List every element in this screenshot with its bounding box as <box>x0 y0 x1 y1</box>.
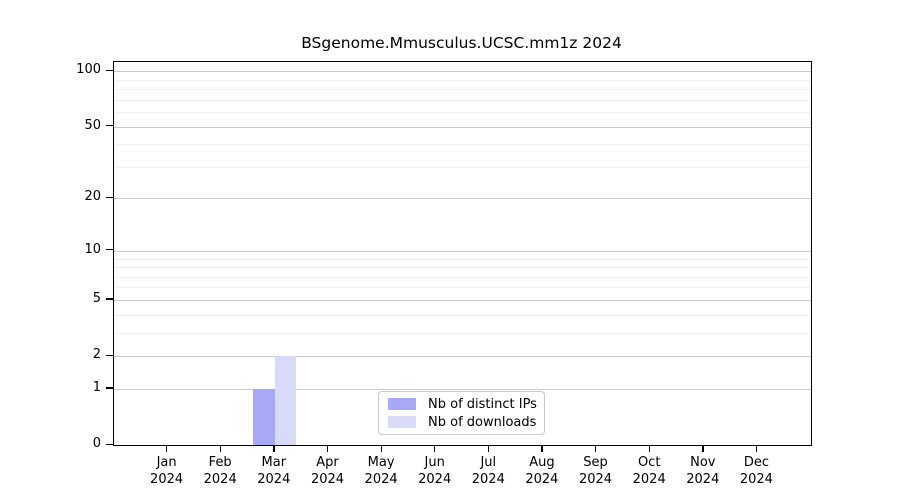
x-axis-tick <box>327 445 329 453</box>
x-axis-tick <box>702 445 704 453</box>
x-axis-tick <box>648 445 650 453</box>
legend-item-downloads: Nb of downloads <box>388 414 537 430</box>
x-axis-tick-label: Jan 2024 <box>150 455 184 487</box>
major-gridline <box>114 356 811 357</box>
x-axis-tick <box>166 445 168 453</box>
x-axis-tick-label: Feb 2024 <box>203 455 237 487</box>
x-axis-tick-label: Oct 2024 <box>632 455 666 487</box>
minor-gridline <box>114 99 811 101</box>
x-axis-tick <box>434 445 436 453</box>
plot-area <box>113 61 812 446</box>
x-axis-tick-label: Dec 2024 <box>739 455 773 487</box>
minor-gridline <box>114 314 811 316</box>
y-axis-tick-label: 100 <box>76 62 101 78</box>
minor-gridline <box>114 79 811 81</box>
legend-label: Nb of downloads <box>428 414 537 430</box>
minor-gridline <box>114 144 811 146</box>
x-axis-tick <box>487 445 490 453</box>
y-axis-tick-label: 10 <box>84 241 101 257</box>
y-axis-tick <box>106 354 113 356</box>
y-axis-tick-label: 5 <box>92 290 101 306</box>
major-gridline <box>114 388 811 390</box>
x-axis-tick-label: Apr 2024 <box>310 455 345 487</box>
minor-gridline <box>114 166 811 168</box>
y-axis-tick <box>106 249 113 251</box>
legend-item-distinct-ips: Nb of distinct IPs <box>388 396 537 412</box>
minor-gridline <box>114 332 811 334</box>
y-axis-tick <box>106 387 113 389</box>
minor-gridline <box>114 276 811 278</box>
x-axis-tick <box>595 445 597 453</box>
minor-gridline <box>114 267 811 268</box>
y-axis-tick <box>106 298 113 300</box>
major-gridline <box>114 198 811 200</box>
x-axis-tick-label: Jul 2024 <box>471 455 505 487</box>
y-axis-tick <box>106 69 113 71</box>
major-gridline <box>114 71 811 73</box>
minor-gridline <box>114 111 811 113</box>
x-axis-tick-label: May 2024 <box>364 455 398 487</box>
distinct-ips-swatch-icon <box>388 398 416 410</box>
y-axis-tick <box>106 125 113 127</box>
downloads-swatch-icon <box>388 416 416 428</box>
x-axis-tick <box>219 445 221 453</box>
y-axis-tick-label: 20 <box>84 189 101 205</box>
x-axis-tick <box>541 445 543 453</box>
minor-gridline <box>114 287 811 289</box>
x-axis-tick-label: Mar 2024 <box>257 455 291 487</box>
major-gridline <box>114 250 811 252</box>
legend-label: Nb of distinct IPs <box>428 396 537 412</box>
y-axis-tick-label: 50 <box>84 117 101 133</box>
y-axis-tick-label: 2 <box>92 347 101 362</box>
x-axis-tick <box>380 445 382 453</box>
x-axis-tick-label: Aug 2024 <box>525 455 559 487</box>
y-axis-tick <box>106 443 113 445</box>
x-axis-tick-label: Jun 2024 <box>418 455 452 487</box>
x-axis-tick-label: Sep 2024 <box>578 455 613 487</box>
minor-gridline <box>114 89 811 90</box>
bar-downloads <box>274 356 297 445</box>
y-axis-tick <box>106 196 113 199</box>
legend: Nb of distinct IPs Nb of downloads <box>378 391 545 435</box>
x-axis-tick <box>755 445 758 453</box>
y-axis-tick-label: 1 <box>92 379 101 395</box>
chart-title: BSgenome.Mmusculus.UCSC.mm1z 2024 <box>301 34 622 52</box>
x-axis-tick <box>273 445 275 453</box>
bar-distinct-ips <box>253 388 275 445</box>
major-gridline <box>114 126 811 128</box>
x-axis-tick-label: Nov 2024 <box>686 455 720 487</box>
y-axis-tick-label: 0 <box>92 436 101 451</box>
minor-gridline <box>114 258 811 260</box>
major-gridline <box>114 299 811 301</box>
